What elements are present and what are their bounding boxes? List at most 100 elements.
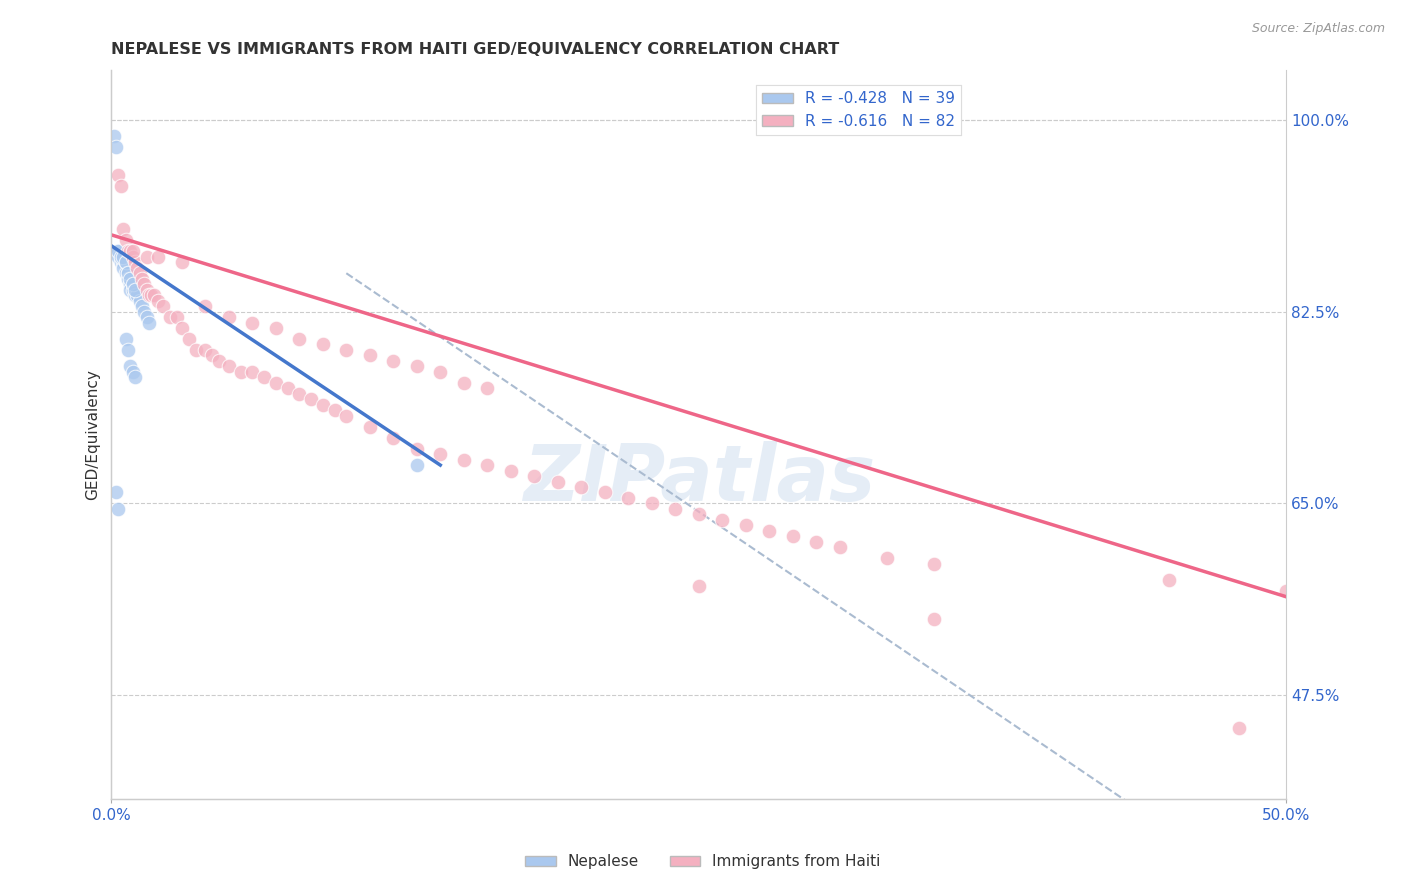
Point [107,168,129,182]
Point [617,491,640,505]
Point [264,376,287,390]
Point [758,524,780,538]
Point [876,551,898,566]
Point [135,250,157,264]
Point [359,348,381,362]
Point [477,458,499,472]
Point [477,381,499,395]
Point [131,299,153,313]
Point [114,332,136,346]
Point [114,255,136,269]
Point [405,442,427,456]
Point [1275,584,1298,599]
Point [194,343,217,357]
Point [124,370,146,384]
Point [208,354,231,368]
Point [112,260,135,275]
Point [453,452,475,467]
Point [264,321,287,335]
Point [382,354,405,368]
Point [641,496,664,510]
Point [110,255,132,269]
Point [117,244,139,259]
Point [138,316,160,330]
Point [194,299,217,313]
Point [105,485,128,500]
Point [664,502,686,516]
Point [184,343,207,357]
Point [218,359,240,374]
Point [312,337,335,351]
Point [734,518,756,533]
Point [128,266,150,280]
Point [1227,721,1250,735]
Point [148,250,170,264]
Point [288,387,311,401]
Point [711,513,734,527]
Point [112,250,135,264]
Point [124,283,146,297]
Text: Source: ZipAtlas.com: Source: ZipAtlas.com [1251,22,1385,36]
Point [120,283,142,297]
Point [335,343,357,357]
Point [110,178,132,193]
Point [117,266,139,280]
Point [142,288,165,302]
Point [124,283,146,297]
Point [121,250,143,264]
Point [593,485,616,500]
Point [547,475,569,489]
Point [121,244,143,259]
Point [141,288,163,302]
Text: NEPALESE VS IMMIGRANTS FROM HAITI GED/EQUIVALENCY CORRELATION CHART: NEPALESE VS IMMIGRANTS FROM HAITI GED/EQ… [111,42,839,57]
Point [152,299,174,313]
Point [405,359,427,374]
Point [688,508,710,522]
Point [105,140,128,154]
Legend: R = -0.428   N = 39, R = -0.616   N = 82: R = -0.428 N = 39, R = -0.616 N = 82 [756,86,962,136]
Point [335,409,357,423]
Point [121,365,143,379]
Point [114,266,136,280]
Point [240,365,263,379]
Point [128,293,150,308]
Point [121,283,143,297]
Point [782,529,804,543]
Point [103,129,125,144]
Point [107,244,129,259]
Point [177,332,200,346]
Point [107,250,129,264]
Text: ZIPatlas: ZIPatlas [523,441,875,516]
Point [107,502,129,516]
Point [117,266,139,280]
Point [453,376,475,390]
Point [922,557,945,571]
Point [134,277,156,292]
Point [277,381,299,395]
Point [201,348,224,362]
Point [288,332,311,346]
Point [359,419,381,434]
Point [131,271,153,285]
Point [828,541,851,555]
Point [240,316,263,330]
Point [429,447,451,461]
Point [117,343,139,357]
Point [159,310,181,324]
Point [229,365,252,379]
Point [253,370,276,384]
Point [499,464,522,478]
Point [382,431,405,445]
Point [120,277,142,292]
Point [127,260,149,275]
Point [138,288,160,302]
Point [107,244,129,259]
Point [121,277,143,292]
Point [922,611,945,625]
Point [218,310,240,324]
Point [299,392,322,407]
Point [170,255,193,269]
Point [429,365,451,379]
Point [114,255,136,269]
Point [148,293,170,308]
